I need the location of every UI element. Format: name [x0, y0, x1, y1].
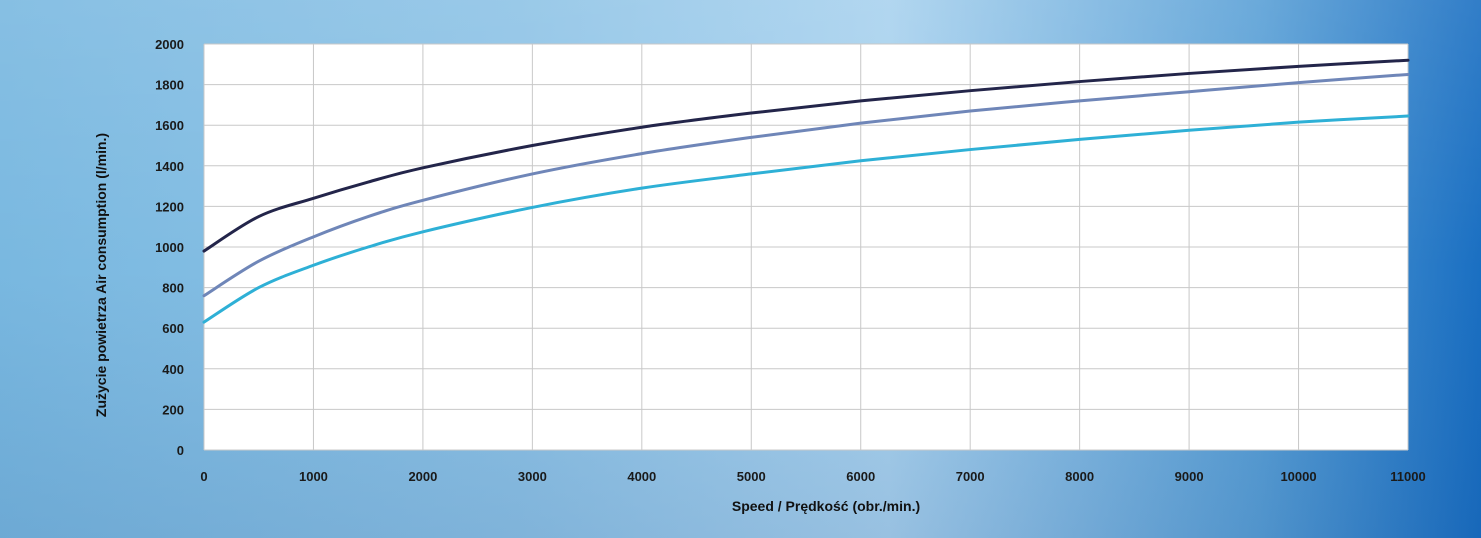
y-tick-label: 800 [162, 281, 184, 296]
x-tick-label: 3000 [518, 469, 547, 484]
x-tick-label: 10000 [1280, 469, 1316, 484]
y-tick-label: 1000 [155, 240, 184, 255]
grid [203, 43, 1409, 451]
series-line-3 [202, 114, 1410, 324]
x-tick-label: 11000 [1390, 469, 1425, 484]
x-axis-ticks: 0 1000 2000 3000 4000 5000 6000 7000 8000 9000 100… [200, 469, 1425, 484]
y-tick-label: 200 [162, 402, 184, 417]
x-tick-label: 6000 [846, 469, 875, 484]
series-lines [202, 58, 1410, 324]
x-tick-label: 1000 [299, 469, 328, 484]
y-tick-label: 1800 [155, 78, 184, 93]
y-tick-label: 1400 [155, 159, 184, 174]
y-tick-label: 1600 [155, 118, 184, 133]
x-tick-label: 0 [200, 469, 207, 484]
y-axis-label: Zużycie powietrza Air consumption (l/min… [93, 133, 109, 417]
x-tick-label: 7000 [956, 469, 985, 484]
series-line-2 [202, 72, 1410, 298]
y-tick-label: 400 [162, 362, 184, 377]
x-tick-label: 9000 [1175, 469, 1204, 484]
x-axis-label: Speed / Prędkość (obr./min.) [732, 498, 920, 514]
x-tick-label: 2000 [408, 469, 437, 484]
x-tick-label: 8000 [1065, 469, 1094, 484]
series-line-1 [202, 58, 1410, 253]
x-tick-label: 4000 [627, 469, 656, 484]
y-tick-label: 0 [177, 443, 184, 458]
y-tick-label: 600 [162, 321, 184, 336]
y-tick-label: 1200 [155, 199, 184, 214]
y-axis-ticks: 0 200 400 600 800 1000 1200 1400 1600 1800 2000 [155, 37, 184, 458]
x-tick-label: 5000 [737, 469, 766, 484]
y-tick-label: 2000 [155, 37, 184, 52]
